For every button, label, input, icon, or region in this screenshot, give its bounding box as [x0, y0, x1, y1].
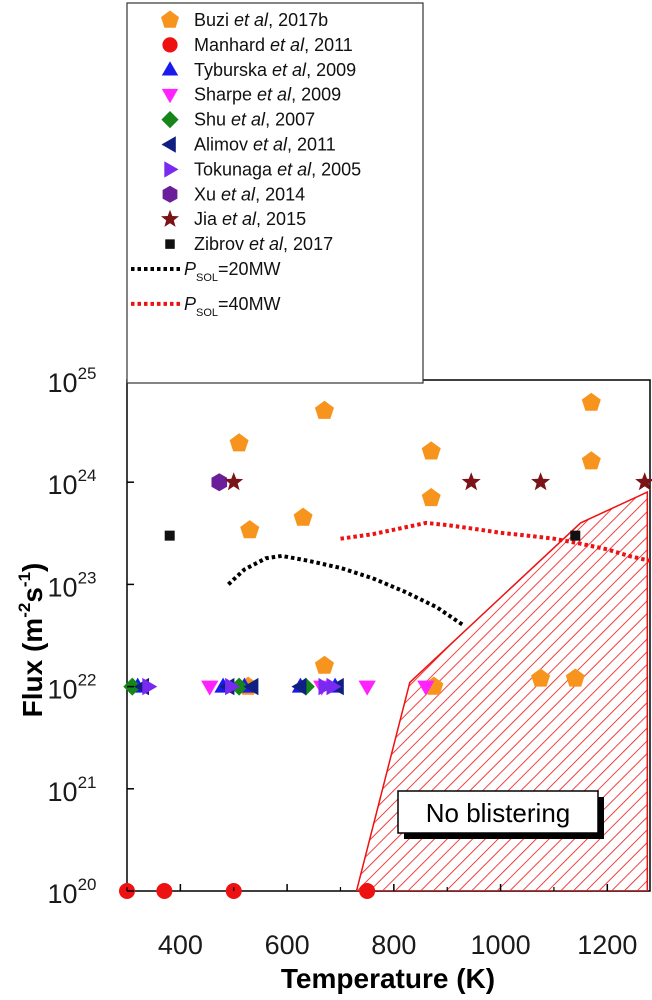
legend-label: Alimov et al, 2011 [194, 135, 336, 155]
y-tick-label: 1020 [48, 875, 97, 909]
x-axis-title: Temperature (K) [281, 963, 495, 994]
legend-label: Zibrov et al, 2017 [194, 234, 333, 254]
data-point [461, 472, 481, 491]
data-point [142, 677, 158, 696]
legend-label: PSOL=20MW [184, 259, 281, 284]
x-tick-label: 400 [158, 930, 203, 960]
x-tick-label: 1200 [577, 930, 637, 960]
x-tick-label: 600 [265, 930, 310, 960]
legend-marker [162, 185, 178, 203]
data-point [421, 488, 441, 507]
legend-label: Sharpe et al, 2009 [194, 85, 341, 105]
legend-item: Tokunaga et al, 2005 [164, 159, 361, 179]
legend-marker [164, 161, 179, 178]
legend-label: Shu et al, 2007 [194, 110, 315, 130]
legend-item: PSOL=20MW [131, 259, 281, 284]
series-square [164, 530, 581, 541]
legend-label: Jia et al, 2015 [194, 209, 306, 229]
legend-marker [161, 209, 179, 227]
data-point [314, 400, 334, 419]
data-point [201, 680, 219, 696]
legend-marker [161, 111, 179, 129]
series-hexagon [211, 473, 228, 492]
y-tick-label: 1021 [48, 773, 97, 807]
legend-marker [161, 88, 179, 104]
legend-item: Buzi et al, 2017b [161, 10, 328, 30]
data-point [358, 680, 376, 696]
legend-marker [161, 61, 179, 76]
data-point [291, 677, 307, 696]
data-point [565, 668, 585, 687]
legend-item: Sharpe et al, 2009 [161, 85, 341, 105]
data-point [314, 655, 334, 674]
annotation-text: No blistering [426, 798, 571, 828]
data-point [211, 473, 228, 492]
y-axis-title: Flux (m-2s-1) [15, 563, 48, 718]
data-point [318, 677, 334, 696]
data-point [225, 677, 241, 696]
legend: Buzi et al, 2017b Manhard et al, 2011 Tybu… [126, 2, 424, 384]
data-point [164, 530, 175, 541]
y-tick-label: 1024 [48, 466, 97, 500]
data-point [243, 677, 259, 696]
legend-label: Xu et al, 2014 [194, 184, 305, 204]
data-point [531, 668, 551, 687]
curve-1 [227, 553, 465, 627]
series-star [224, 472, 652, 491]
legend-label: Buzi et al, 2017b [194, 10, 328, 30]
data-point [240, 520, 260, 539]
legend-item: Zibrov et al, 2017 [165, 234, 333, 254]
series-triangle-right [142, 677, 342, 696]
data-point [156, 883, 173, 899]
data-point [359, 883, 376, 899]
legend-item: PSOL=40MW [131, 294, 281, 319]
data-point [224, 472, 244, 491]
legend-item: Jia et al, 2015 [161, 209, 306, 229]
data-point [570, 530, 581, 541]
x-tick-label: 1000 [471, 930, 531, 960]
legend-marker [165, 239, 175, 249]
legend-label: Tokunaga et al, 2005 [194, 159, 361, 179]
legend-item: Alimov et al, 2011 [161, 135, 336, 155]
data-point [417, 680, 435, 696]
legend-marker [161, 136, 176, 153]
legend-item: Manhard et al, 2011 [162, 35, 353, 55]
data-point [293, 507, 313, 526]
curve-2 [340, 520, 650, 563]
legend-item: Xu et al, 2014 [162, 184, 305, 204]
legend-label: Tyburska et al, 2009 [194, 60, 356, 80]
annotation-box: No blistering [397, 790, 604, 839]
x-tick-label: 800 [371, 930, 416, 960]
legend-item: Shu et al, 2007 [161, 110, 315, 130]
data-point [421, 441, 441, 460]
data-point [531, 472, 551, 491]
data-point [229, 433, 249, 452]
y-tick-label: 1023 [48, 568, 97, 602]
legend-item: Tyburska et al, 2009 [161, 60, 356, 80]
legend-label: Manhard et al, 2011 [194, 35, 353, 55]
data-point [581, 451, 601, 470]
y-tick-label: 1022 [48, 671, 97, 705]
legend-marker [162, 37, 178, 53]
legend-marker [161, 10, 179, 28]
legend-label: PSOL=40MW [184, 294, 281, 319]
y-tick-label: 1025 [48, 364, 97, 398]
data-point [581, 392, 601, 411]
data-point [326, 677, 342, 696]
data-point [635, 472, 652, 491]
